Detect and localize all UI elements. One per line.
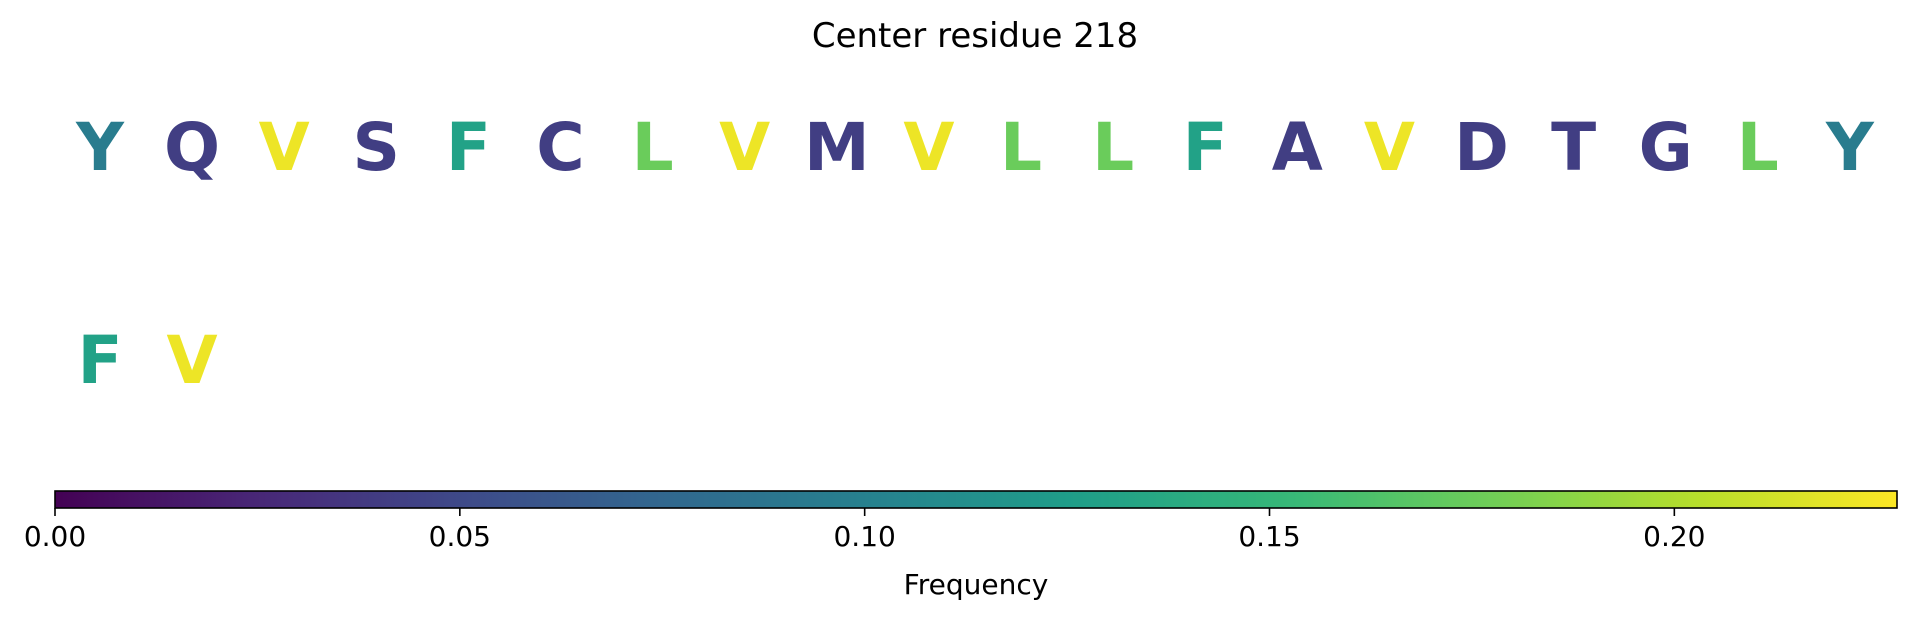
colorbar-gradient — [54, 490, 1898, 509]
residue-letter: F — [1183, 109, 1228, 186]
residue-letter: A — [1272, 109, 1323, 186]
residue-letter: T — [1551, 109, 1596, 186]
residue-grid: Y Q V S F C L V M V L L F A V D T G L YF V — [75, 109, 1875, 399]
residue-letter: G — [1639, 109, 1693, 186]
residue-letter: S — [353, 109, 401, 186]
residue-letter: V — [167, 322, 218, 399]
chart-title: Center residue 218 — [812, 16, 1138, 56]
residue-letter: Q — [164, 109, 220, 186]
residue-letter: Y — [1825, 109, 1875, 186]
colorbar-tick-label: 0.15 — [1238, 520, 1300, 553]
residue-letter: D — [1454, 109, 1509, 186]
residue-letter: V — [1364, 109, 1415, 186]
residue-letter: C — [536, 109, 584, 186]
residue-letter: F — [446, 109, 491, 186]
residue-letter: L — [1000, 109, 1042, 186]
residue-letter: V — [719, 109, 770, 186]
colorbar-tick-label: 0.05 — [429, 520, 491, 553]
colorbar-tick-label: 0.00 — [24, 520, 86, 553]
residue-letter: L — [1737, 109, 1779, 186]
residue-letter: V — [259, 109, 310, 186]
colorbar-tick-label: 0.20 — [1643, 520, 1705, 553]
residue-letter: F — [77, 322, 122, 399]
colorbar-ticks: 0.00 0.05 0.10 0.15 0.20 — [24, 508, 1706, 553]
residue-letter: L — [632, 109, 674, 186]
residue-letter: Y — [75, 109, 125, 186]
residue-letter: L — [1092, 109, 1134, 186]
residue-letter: M — [804, 109, 870, 186]
colorbar: 0.00 0.05 0.10 0.15 0.20 Frequency — [24, 490, 1898, 601]
residue-letter: V — [903, 109, 954, 186]
colorbar-tick-label: 0.10 — [833, 520, 895, 553]
colorbar-label: Frequency — [904, 568, 1049, 601]
